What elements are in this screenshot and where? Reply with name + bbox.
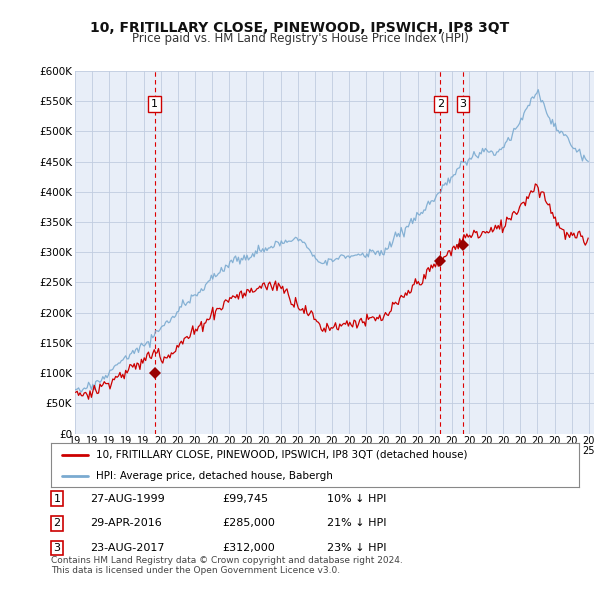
Text: 27-AUG-1999: 27-AUG-1999 [90, 494, 165, 503]
Text: 23-AUG-2017: 23-AUG-2017 [90, 543, 164, 553]
Text: Price paid vs. HM Land Registry's House Price Index (HPI): Price paid vs. HM Land Registry's House … [131, 32, 469, 45]
Text: 2: 2 [53, 519, 61, 528]
Text: 23% ↓ HPI: 23% ↓ HPI [327, 543, 386, 553]
Text: 21% ↓ HPI: 21% ↓ HPI [327, 519, 386, 528]
Text: £312,000: £312,000 [222, 543, 275, 553]
Text: 29-APR-2016: 29-APR-2016 [90, 519, 162, 528]
Text: 1: 1 [151, 99, 158, 109]
Text: 3: 3 [460, 99, 466, 109]
Text: 10, FRITILLARY CLOSE, PINEWOOD, IPSWICH, IP8 3QT (detached house): 10, FRITILLARY CLOSE, PINEWOOD, IPSWICH,… [96, 450, 467, 460]
Text: HPI: Average price, detached house, Babergh: HPI: Average price, detached house, Babe… [96, 471, 333, 481]
Text: 2: 2 [437, 99, 444, 109]
Text: 3: 3 [53, 543, 61, 553]
Text: 10% ↓ HPI: 10% ↓ HPI [327, 494, 386, 503]
Text: £99,745: £99,745 [222, 494, 268, 503]
Text: 1: 1 [53, 494, 61, 503]
Text: 10, FRITILLARY CLOSE, PINEWOOD, IPSWICH, IP8 3QT: 10, FRITILLARY CLOSE, PINEWOOD, IPSWICH,… [91, 21, 509, 35]
Text: £285,000: £285,000 [222, 519, 275, 528]
Text: Contains HM Land Registry data © Crown copyright and database right 2024.
This d: Contains HM Land Registry data © Crown c… [51, 556, 403, 575]
